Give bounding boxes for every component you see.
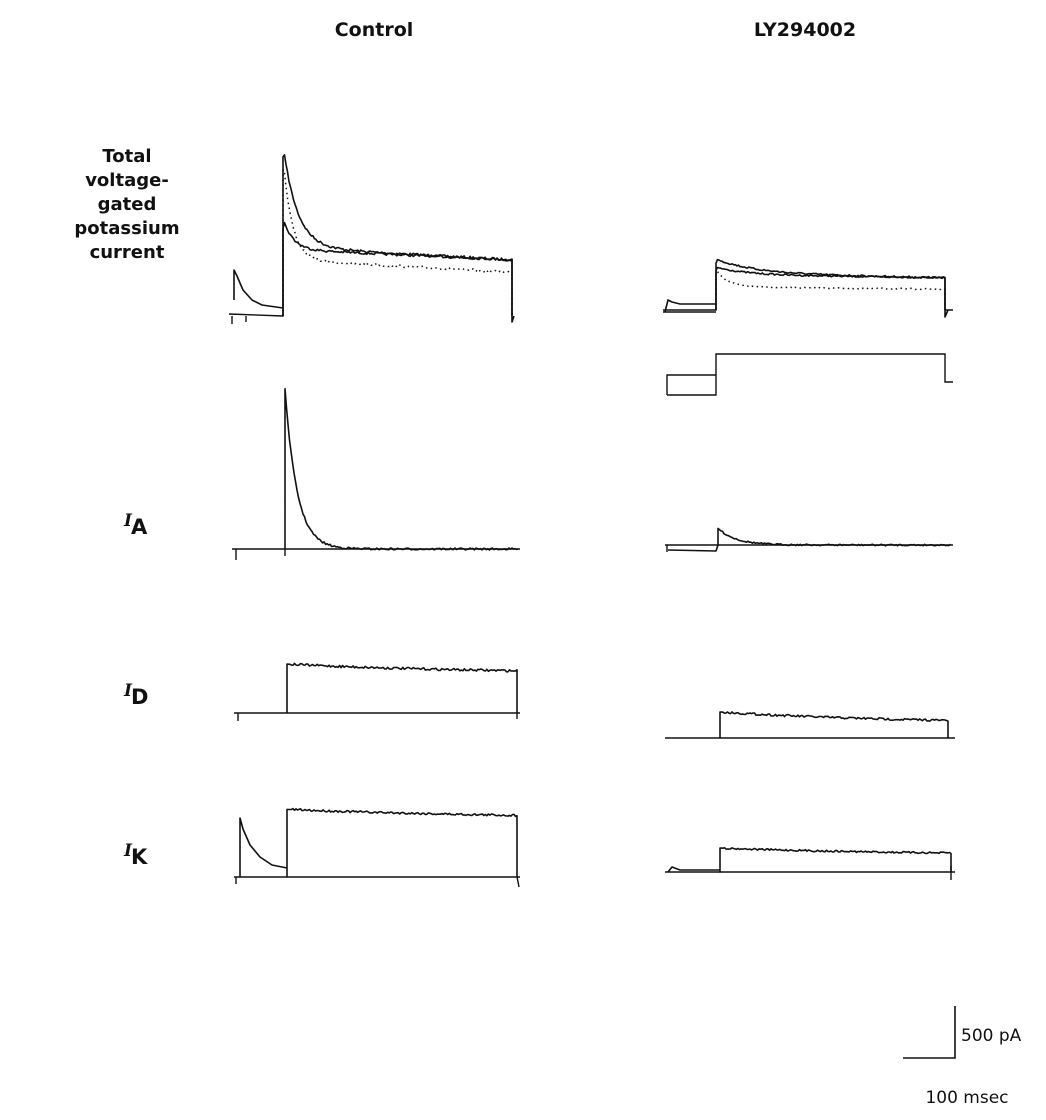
trace-control-total-dotted	[282, 168, 513, 316]
svg-text:potassium: potassium	[74, 218, 179, 239]
scale-label-time: 100 msec	[925, 1088, 1008, 1108]
svg-text:D: D	[131, 685, 148, 709]
svg-text:current: current	[90, 242, 165, 263]
svg-text:K: K	[131, 845, 148, 869]
svg-text:A: A	[131, 515, 148, 539]
trace-control-total-solid-1	[233, 154, 515, 323]
scale-label-current: 500 pA	[961, 1026, 1022, 1046]
trace-control-ik	[239, 807, 518, 878]
row-label-ia: I A	[123, 511, 148, 539]
row-label-total: Total voltage- gated potassium current	[74, 146, 179, 263]
baseline-control-ia	[232, 548, 520, 560]
row-label-id: I D	[123, 681, 148, 709]
trace-ly-ia	[667, 527, 951, 552]
svg-text:I: I	[123, 681, 133, 701]
svg-text:I: I	[123, 841, 133, 861]
baseline-ly-ik	[665, 866, 955, 880]
trace-control-ia	[284, 388, 519, 551]
svg-text:voltage-: voltage-	[85, 170, 169, 191]
trace-ly-id	[719, 711, 949, 738]
trace-ly-ik	[667, 846, 952, 873]
baseline-control-total	[228, 313, 284, 324]
column-title-control: Control	[335, 19, 414, 41]
baseline-ly-ia	[665, 544, 953, 552]
svg-text:Total: Total	[102, 146, 151, 167]
column-title-ly294002: LY294002	[754, 19, 856, 41]
trace-ly-total-solid-2	[715, 266, 946, 310]
row-label-ik: I K	[123, 841, 148, 869]
trace-ly-total-dotted	[715, 270, 946, 310]
trace-control-id	[286, 662, 518, 713]
svg-text:I: I	[123, 511, 133, 531]
trace-ly-total-solid-1	[664, 258, 949, 318]
svg-text:gated: gated	[98, 194, 157, 215]
baseline-control-ik	[234, 876, 520, 888]
trace-control-total-solid-2	[282, 221, 513, 316]
baseline-control-id	[234, 712, 520, 721]
baseline-ly-total	[663, 309, 953, 313]
scale-bar	[903, 1006, 956, 1059]
voltage-protocol	[666, 353, 953, 396]
